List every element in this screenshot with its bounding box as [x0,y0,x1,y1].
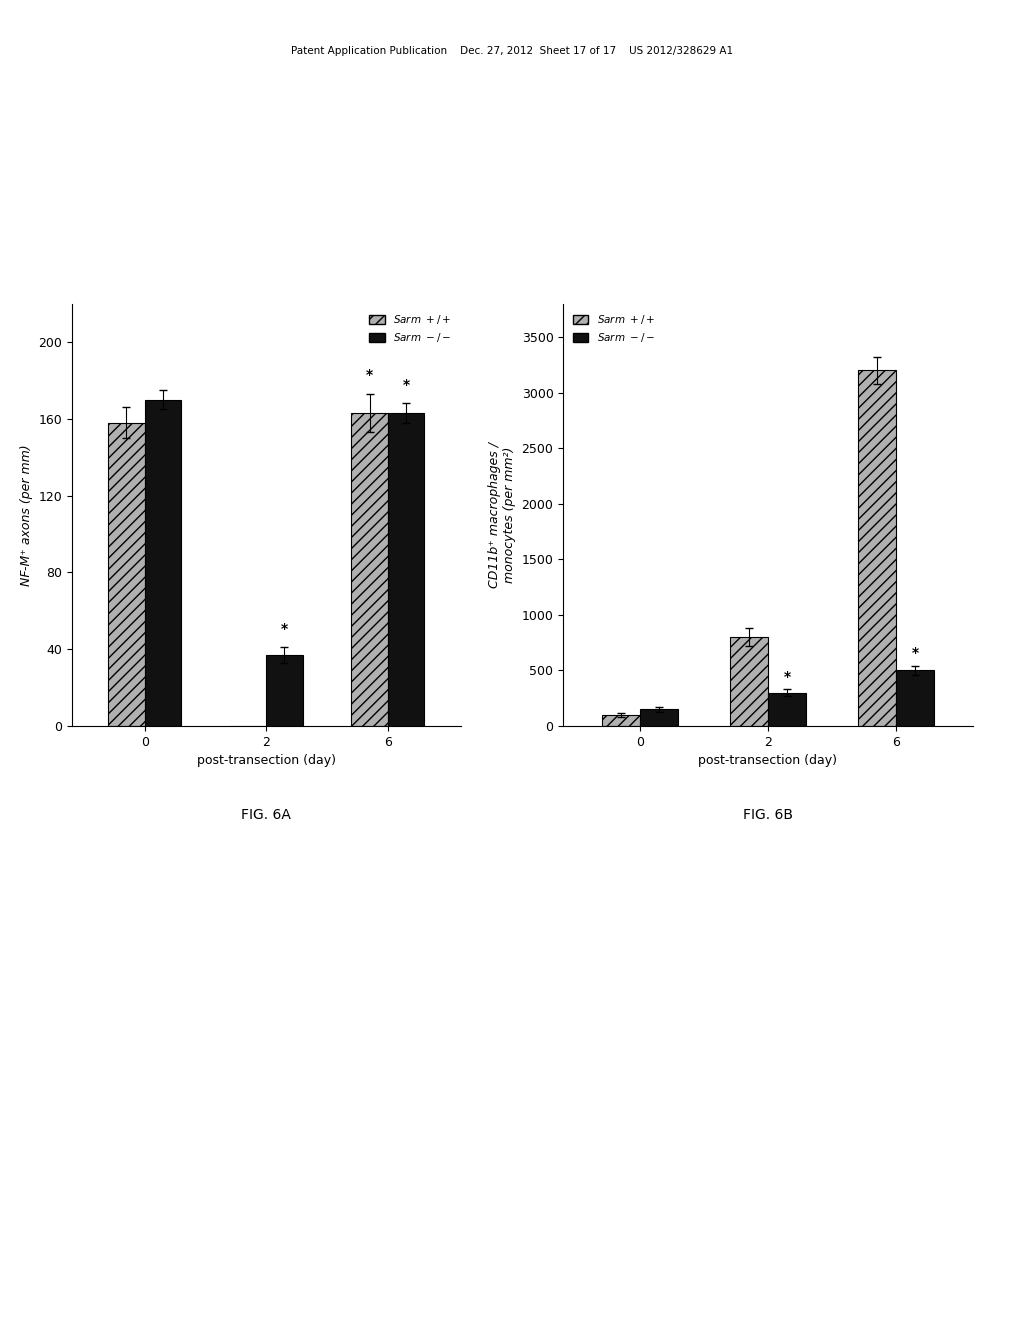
Text: Patent Application Publication    Dec. 27, 2012  Sheet 17 of 17    US 2012/32862: Patent Application Publication Dec. 27, … [291,46,733,57]
Bar [388,413,424,726]
Text: *: * [911,647,919,660]
Bar [768,693,807,726]
Legend: $Sarm\ +/+$, $Sarm\ -/-$: $Sarm\ +/+$, $Sarm\ -/-$ [568,309,659,348]
Text: *: * [281,622,288,636]
Text: *: * [783,669,791,684]
Bar [144,400,181,726]
Y-axis label: CD11b⁺ macrophages /
monocytes (per mm²): CD11b⁺ macrophages / monocytes (per mm²) [488,442,516,587]
Bar [858,371,896,726]
Bar [896,671,934,726]
Y-axis label: NF-M⁺ axons (per mm): NF-M⁺ axons (per mm) [19,444,33,586]
Bar [351,413,388,726]
Bar [729,638,768,726]
Text: *: * [402,378,410,392]
Bar [109,422,144,726]
Bar [266,655,303,726]
Bar [640,709,678,726]
Text: FIG. 6B: FIG. 6B [743,808,793,822]
X-axis label: post-transection (day): post-transection (day) [698,754,838,767]
X-axis label: post-transection (day): post-transection (day) [197,754,336,767]
Text: *: * [366,368,373,383]
Text: FIG. 6A: FIG. 6A [242,808,291,822]
Bar [602,715,640,726]
Legend: $Sarm\ +/+$, $Sarm\ -/-$: $Sarm\ +/+$, $Sarm\ -/-$ [365,309,456,348]
